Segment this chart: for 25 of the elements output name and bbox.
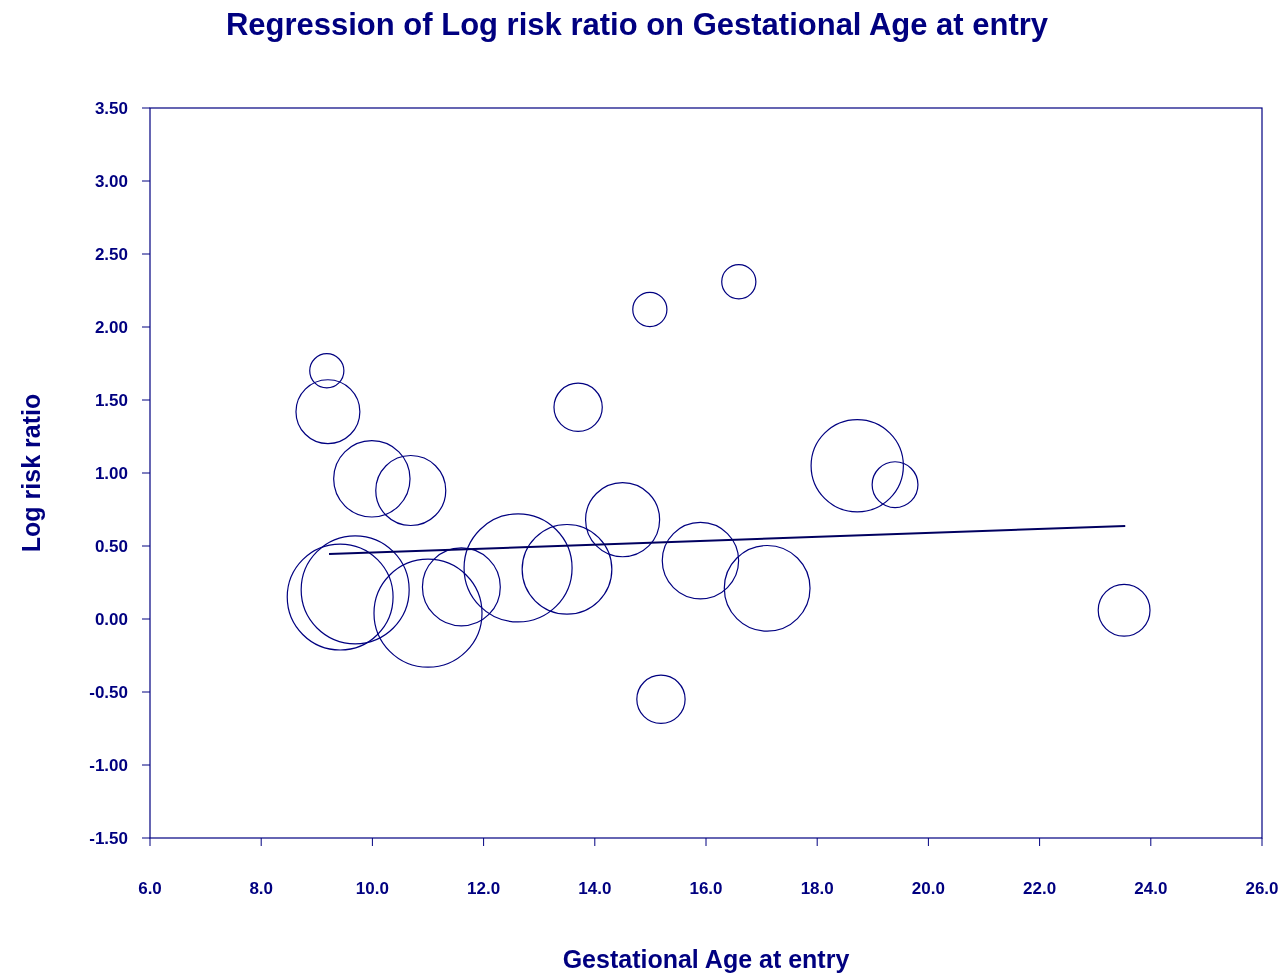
x-axis-title: Gestational Age at entry	[562, 945, 850, 973]
x-tick-label: 12.0	[467, 879, 501, 898]
y-axis-title: Log risk ratio	[17, 393, 45, 553]
y-tick-label: 0.50	[94, 536, 128, 556]
x-tick-label: 26.0	[1245, 879, 1279, 898]
y-tick-label: 2.50	[94, 244, 128, 264]
x-tick-label: 6.0	[138, 879, 162, 898]
y-tick-label: 1.50	[94, 390, 128, 410]
x-tick-label: 18.0	[800, 879, 834, 898]
y-tick-label: 0.00	[94, 609, 128, 629]
x-tick-label: 10.0	[355, 879, 389, 898]
y-tick-label: 3.00	[94, 171, 128, 191]
x-tick-label: 16.0	[689, 879, 723, 898]
y-tick-label: 2.00	[94, 317, 128, 337]
y-tick-label: 3.50	[94, 98, 128, 118]
x-tick-label: 22.0	[1023, 879, 1057, 898]
x-tick-label: 24.0	[1134, 879, 1168, 898]
chart-title: Regression of Log risk ratio on Gestational Age at entry	[225, 7, 1049, 42]
y-tick-label: -1.50	[89, 828, 128, 848]
x-tick-label: 14.0	[578, 879, 612, 898]
x-tick-label: 8.0	[249, 879, 274, 898]
y-tick-label: -0.50	[89, 682, 128, 702]
y-tick-label: -1.00	[89, 755, 128, 775]
x-tick-label: 20.0	[911, 879, 945, 898]
y-tick-label: 1.00	[94, 463, 128, 483]
